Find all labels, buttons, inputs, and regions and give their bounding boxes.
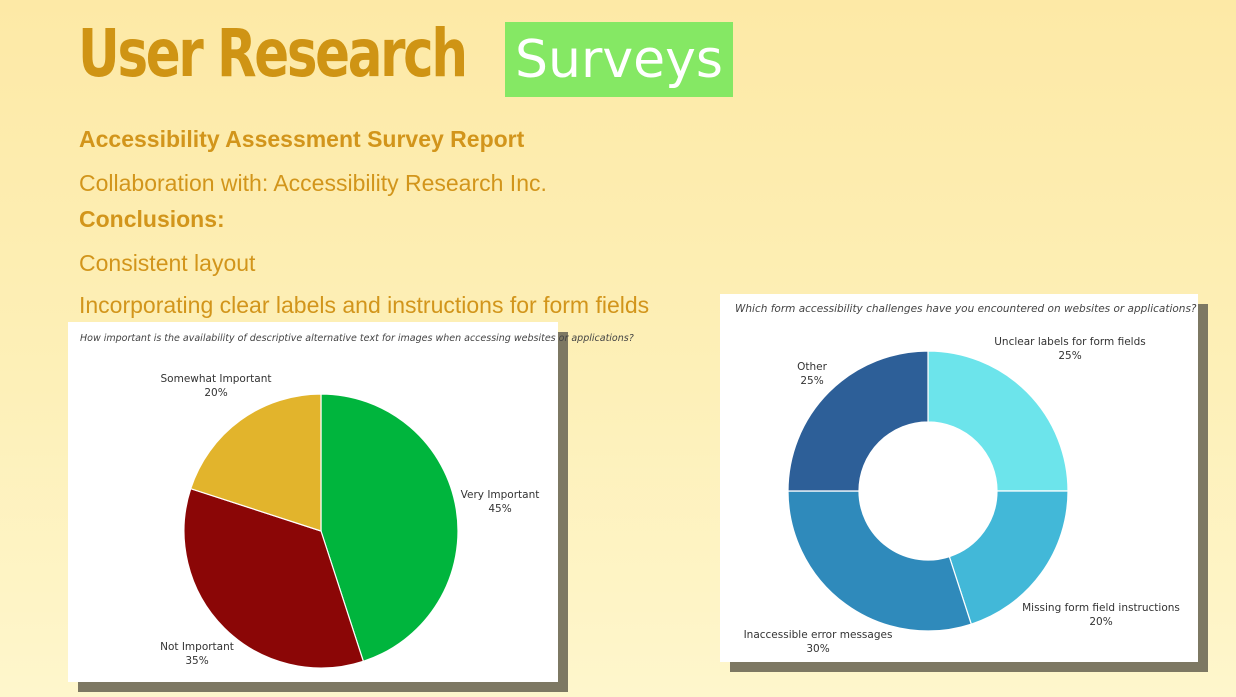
slice-label-other: Other: [797, 361, 827, 373]
slice-percent-very-important: 45%: [488, 503, 511, 515]
slice-label-not-important: Not Important: [160, 641, 234, 653]
page-title: User Research: [78, 15, 468, 92]
pie-slice-missing-form-field-instructions: [948, 490, 1069, 625]
slice-percent-inaccessible-error-messages: 30%: [806, 643, 829, 655]
conclusions-label: Conclusions:: [79, 206, 225, 232]
slice-percent-somewhat-important: 20%: [204, 387, 227, 399]
alt-text-chart-card: How important is the availability of des…: [68, 322, 634, 682]
slice-label-very-important: Very Important: [461, 489, 540, 501]
conclusion-item: Incorporating clear labels and instructi…: [79, 292, 650, 318]
chart-question: Which form accessibility challenges have…: [735, 303, 1197, 315]
surveys-badge: Surveys: [505, 22, 733, 97]
alt-text-pie-chart: Very Important 45% Not Important 35% Somewha…: [160, 373, 540, 669]
chart-question: How important is the availability of des…: [80, 333, 634, 344]
collaboration-text: Collaboration with: Accessibility Resear…: [79, 170, 547, 196]
pie-slice-somewhat-important: [189, 393, 322, 532]
slice-percent-unclear-labels-for-form-fields: 25%: [1058, 350, 1081, 362]
pie-slice-unclear-labels-for-form-fields: [927, 350, 1069, 492]
pie-slice-inaccessible-error-messages: [787, 490, 973, 632]
form-challenges-chart-card: Which form accessibility challenges have…: [720, 294, 1198, 662]
slice-label-inaccessible-error-messages: Inaccessible error messages: [744, 629, 893, 641]
pie-slice-other: [787, 350, 929, 492]
pie-slice-not-important: [183, 487, 365, 669]
slice-label-unclear-labels-for-form-fields: Unclear labels for form fields: [994, 336, 1146, 348]
pie-slice-very-important: [320, 393, 459, 663]
slice-label-somewhat-important: Somewhat Important: [161, 373, 272, 385]
report-title: Accessibility Assessment Survey Report: [79, 126, 525, 152]
conclusion-item: Consistent layout: [79, 250, 256, 276]
slice-percent-other: 25%: [800, 375, 823, 387]
slice-percent-missing-form-field-instructions: 20%: [1089, 616, 1112, 628]
form-challenges-donut-chart: Unclear labels for form fields 25% Missing…: [744, 336, 1180, 655]
slice-label-missing-form-field-instructions: Missing form field instructions: [1022, 602, 1180, 614]
slice-percent-not-important: 35%: [185, 655, 208, 667]
